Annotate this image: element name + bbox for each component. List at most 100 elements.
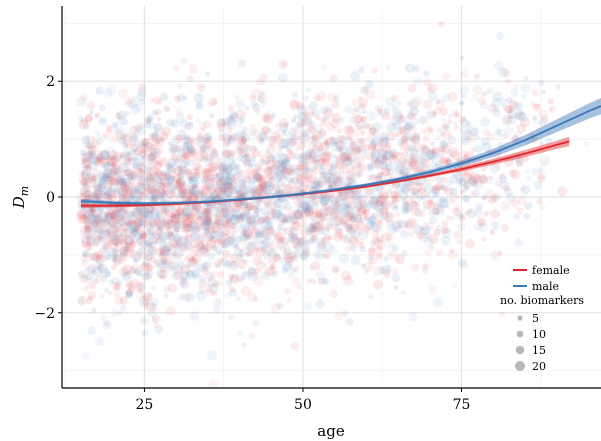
data-point-female xyxy=(275,230,281,236)
data-point-female xyxy=(161,181,169,189)
data-point-male xyxy=(391,162,400,171)
data-point-female xyxy=(291,221,302,232)
data-point-female xyxy=(92,241,98,247)
data-point-male xyxy=(230,157,236,163)
data-point-female xyxy=(516,207,524,215)
data-point-male xyxy=(144,229,155,239)
data-point-female xyxy=(332,180,339,187)
data-point-female xyxy=(122,194,128,200)
data-point-female xyxy=(112,178,120,186)
data-point-female xyxy=(307,192,316,201)
data-point-male xyxy=(304,227,313,236)
data-point-female xyxy=(124,133,134,142)
data-point-male xyxy=(410,134,421,145)
data-point-female xyxy=(85,194,93,201)
data-point-male xyxy=(474,201,483,211)
data-point-female xyxy=(169,190,177,198)
data-point-female xyxy=(254,108,261,116)
data-point-male xyxy=(138,296,149,307)
data-point-male xyxy=(293,250,302,259)
data-point-male xyxy=(363,191,369,198)
data-point-male xyxy=(176,241,182,247)
data-point-female xyxy=(228,200,238,210)
data-point-male xyxy=(137,87,147,97)
data-point-female xyxy=(130,240,136,246)
data-point-female xyxy=(166,231,174,239)
data-point-female xyxy=(460,70,469,79)
data-point-female xyxy=(91,190,98,198)
data-point-female xyxy=(156,160,162,166)
data-point-female xyxy=(280,166,291,177)
data-point-male xyxy=(312,153,320,161)
data-point-male xyxy=(124,110,130,116)
data-point-female xyxy=(137,83,147,93)
data-point-male xyxy=(203,228,211,236)
data-point-female xyxy=(129,172,138,181)
data-point-male xyxy=(440,235,451,246)
data-point-male xyxy=(113,214,124,225)
data-point-male xyxy=(339,197,348,206)
data-point-female xyxy=(185,184,194,194)
data-point-male xyxy=(329,136,339,145)
data-point-female xyxy=(92,168,101,177)
data-point-male xyxy=(102,168,113,179)
data-point-male xyxy=(171,134,182,145)
data-point-female xyxy=(248,332,256,340)
data-point-female xyxy=(372,229,379,237)
data-point-male xyxy=(116,134,127,145)
data-point-male xyxy=(313,181,321,189)
data-point-female xyxy=(357,204,368,215)
data-point-female xyxy=(83,222,93,231)
data-point-female xyxy=(109,212,117,220)
data-point-female xyxy=(266,172,274,180)
data-point-female xyxy=(429,245,435,251)
data-point-female xyxy=(246,202,255,211)
data-point-female xyxy=(310,181,321,192)
data-point-male xyxy=(99,172,110,183)
data-point-female xyxy=(210,195,216,201)
data-point-female xyxy=(91,175,97,181)
data-point-male xyxy=(83,211,91,219)
data-point-male xyxy=(128,225,139,236)
data-point-female xyxy=(397,169,405,177)
data-point-female xyxy=(130,239,136,245)
data-point-female xyxy=(84,225,93,234)
data-point-female xyxy=(273,234,284,245)
data-point-female xyxy=(127,219,133,226)
data-point-female xyxy=(194,240,205,251)
data-point-male xyxy=(338,190,344,196)
data-point-female xyxy=(115,177,125,186)
data-point-female xyxy=(294,185,300,192)
data-point-male xyxy=(344,210,351,218)
data-point-female xyxy=(356,206,367,217)
data-point-female xyxy=(226,149,236,160)
data-point-female xyxy=(479,175,488,184)
data-point-female xyxy=(115,225,122,233)
data-point-female xyxy=(372,212,380,220)
data-point-female xyxy=(250,88,261,99)
data-point-female xyxy=(427,86,433,92)
data-point-female xyxy=(136,195,143,203)
data-point-female xyxy=(251,224,257,231)
data-point-male xyxy=(179,270,190,281)
data-point-male xyxy=(126,151,133,157)
data-point-female xyxy=(203,173,210,181)
data-point-female xyxy=(158,245,167,254)
data-point-female xyxy=(147,176,153,182)
data-point-female xyxy=(181,151,191,160)
data-point-male xyxy=(97,170,108,181)
data-point-male xyxy=(185,223,194,232)
data-point-male xyxy=(369,240,376,248)
data-point-female xyxy=(294,266,300,272)
data-point-female xyxy=(96,234,102,240)
data-point-female xyxy=(375,234,384,243)
data-point-female xyxy=(280,162,288,169)
data-point-male xyxy=(285,252,296,263)
data-point-male xyxy=(163,293,169,299)
data-point-female xyxy=(302,130,310,138)
data-point-male xyxy=(119,136,127,144)
data-point-female xyxy=(336,190,342,196)
data-point-male xyxy=(202,220,208,226)
data-point-female xyxy=(406,123,412,129)
data-point-female xyxy=(247,205,253,212)
